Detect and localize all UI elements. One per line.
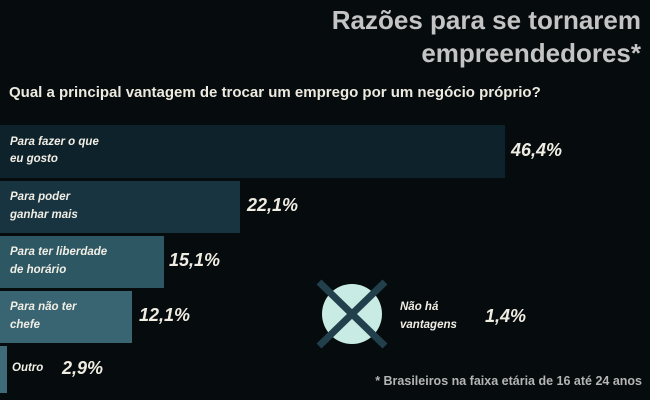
chart-question: Qual a principal vantagem de trocar um e… — [9, 84, 541, 101]
bar-label-line2: chefe — [10, 319, 41, 331]
bar-category-label: Para poder ganhar mais — [10, 189, 78, 225]
bar-label-line2: de horário — [10, 264, 67, 276]
bar-para-ter-liberdade-de-horario: Para ter liberdade de horário — [0, 236, 164, 288]
bar-label-line1: Para ter liberdade — [10, 246, 108, 259]
value-label: 1,4% — [485, 306, 527, 326]
value-label: 46,4% — [511, 140, 563, 160]
bar-label-line1: Para poder — [10, 191, 71, 204]
crossed-circle-icon — [316, 279, 388, 349]
bar-category-label: Para não ter chefe — [10, 299, 76, 335]
footnote: * Brasileiros na faixa etária de 16 até … — [375, 374, 642, 388]
bar-para-nao-ter-chefe: Para não ter chefe — [0, 291, 132, 343]
page-title: Razões para se tornarem empreendedores* — [331, 5, 641, 69]
bar-label-line2: eu gosto — [10, 153, 58, 166]
bar-category-label: Outro — [12, 362, 44, 374]
no-advantage-label-line1: Não há — [400, 301, 439, 313]
value-label: 12,1% — [139, 305, 191, 325]
bar-label-line1: Para não ter — [10, 301, 77, 314]
bar-label-line2: ganhar mais — [10, 209, 78, 221]
bar-para-fazer-o-que-eu-gosto: Para fazer o que eu gosto — [0, 125, 505, 178]
bar-category-label: Para fazer o que eu gosto — [10, 134, 99, 170]
bar-outro — [0, 346, 7, 393]
bar-category-label: Para ter liberdade de horário — [10, 244, 107, 280]
value-label: 15,1% — [169, 250, 221, 270]
value-label: 2,9% — [62, 358, 104, 378]
no-advantage-label: Não há vantagens — [400, 299, 457, 335]
value-label: 22,1% — [247, 195, 299, 215]
bar-label-line1: Para fazer o que — [10, 135, 99, 148]
bar-para-poder-ganhar-mais: Para poder ganhar mais — [0, 181, 240, 233]
no-advantage-label-line2: vantagens — [400, 318, 457, 331]
